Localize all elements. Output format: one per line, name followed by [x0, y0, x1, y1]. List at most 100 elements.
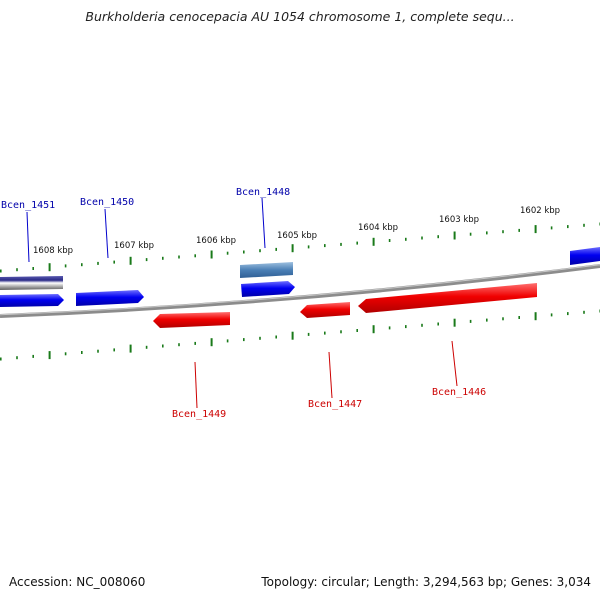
scale-tick — [437, 322, 439, 326]
gene-arrow-bcen-1448-band[interactable] — [240, 262, 293, 278]
scale-tick — [372, 325, 375, 334]
map-title: Burkholderia cenocepacia AU 1054 chromos… — [85, 9, 515, 24]
scale-labels: 1608 kbp 1607 kbp 1606 kbp 1605 kbp 1604… — [33, 206, 560, 256]
scale-tick — [226, 339, 229, 343]
scale-tick — [210, 250, 213, 259]
scale-tick — [194, 254, 196, 258]
scale-tick — [291, 244, 294, 253]
scale-label: 1602 kbp — [520, 206, 560, 216]
scale-label: 1607 kbp — [114, 241, 154, 251]
leader-bcen-1448 — [261, 197, 266, 249]
scale-tick — [194, 341, 196, 345]
scale-tick — [210, 338, 213, 347]
leader-bcen-1450 — [104, 208, 109, 259]
scale-tick — [97, 261, 99, 265]
gene-label-bcen-1447[interactable]: Bcen_1447 — [308, 399, 362, 410]
scale-tick — [469, 232, 472, 236]
gene-label-bcen-1450[interactable]: Bcen_1450 — [80, 197, 134, 208]
scale-tick — [259, 336, 261, 340]
scale-tick — [64, 264, 67, 268]
scale-tick — [534, 225, 537, 234]
scale-tick — [469, 319, 472, 323]
scale-tick — [356, 329, 358, 332]
scale-tick — [583, 310, 585, 314]
gene-label-bcen-1446[interactable]: Bcen_1446 — [432, 387, 486, 398]
scale-label: 1606 kbp — [196, 236, 236, 246]
scale-tick — [32, 354, 34, 358]
gene-label-bcen-1448[interactable]: Bcen_1448 — [236, 187, 290, 198]
scale-tick — [32, 267, 34, 270]
scale-tick — [486, 231, 488, 235]
scale-tick — [421, 236, 423, 240]
gene-arrow-bcen-1446[interactable] — [358, 283, 537, 313]
scale-tick — [372, 237, 375, 246]
scale-tick — [129, 344, 132, 353]
scale-tick — [340, 242, 342, 246]
gene-labels: Bcen_1451 Bcen_1450 Bcen_1448 Bcen_1449 … — [1, 187, 486, 420]
scale-tick — [48, 263, 51, 272]
gene-arrow-bcen-1448[interactable] — [241, 281, 295, 297]
scale-tick — [388, 326, 391, 330]
gene-arrow-right-edge[interactable] — [570, 247, 600, 265]
forward-genes — [0, 247, 600, 307]
scale-tick — [113, 348, 115, 352]
topology-summary: Topology: circular; Length: 3,294,563 bp… — [261, 575, 591, 589]
scale-tick — [518, 316, 520, 319]
scale-tick — [226, 251, 229, 255]
scale-tick — [486, 318, 488, 322]
gene-arrow-bcen-1451[interactable] — [0, 294, 64, 307]
label-leaders — [26, 197, 458, 409]
scale-tick — [583, 223, 585, 227]
scale-tick — [145, 258, 148, 262]
scale-tick — [145, 345, 148, 349]
scale-tick — [97, 349, 99, 353]
scale-tick — [162, 256, 164, 260]
scale-tick — [518, 228, 520, 232]
gene-label-bcen-1449[interactable]: Bcen_1449 — [172, 409, 226, 420]
scale-tick — [550, 313, 553, 317]
scale-tick — [534, 312, 537, 321]
scale-tick — [16, 268, 18, 272]
scale-tick — [16, 356, 18, 360]
scale-tick — [129, 256, 132, 265]
reverse-genes — [153, 283, 537, 328]
scale-tick — [113, 260, 115, 264]
scale-tick — [567, 312, 569, 316]
scale-tick — [243, 250, 245, 254]
scale-label: 1604 kbp — [358, 223, 398, 233]
gene-arrow-bcen-1447[interactable] — [300, 302, 350, 318]
scale-tick — [502, 317, 504, 321]
scale-tick — [81, 351, 83, 354]
scale-tick — [405, 325, 407, 329]
scale-tick — [567, 225, 569, 229]
gene-label-bcen-1451[interactable]: Bcen_1451 — [1, 200, 55, 211]
scale-tick — [307, 245, 310, 249]
scale-label: 1603 kbp — [439, 215, 479, 225]
scale-tick — [324, 331, 326, 335]
leader-bcen-1449 — [194, 361, 198, 409]
scale-tick — [550, 226, 553, 230]
scale-label: 1608 kbp — [33, 246, 73, 256]
scale-tick — [81, 263, 83, 267]
gene-arrow-bcen-1449[interactable] — [153, 312, 230, 328]
gene-arrow-bcen-1451-band[interactable] — [0, 276, 63, 290]
scale-tick — [356, 241, 358, 245]
chromosome-backbone-highlight — [0, 264, 600, 316]
scale-tick — [0, 357, 2, 361]
scale-tick — [162, 344, 164, 348]
scale-tick — [324, 244, 326, 248]
scale-tick — [421, 323, 423, 327]
leader-bcen-1446 — [451, 340, 458, 387]
scale-tick — [453, 231, 456, 240]
scale-tick — [291, 331, 294, 340]
gene-arrow-bcen-1450[interactable] — [76, 290, 144, 306]
scale-tick — [405, 237, 407, 241]
scale-tick — [453, 318, 456, 327]
accession-text: Accession: NC_008060 — [9, 575, 146, 589]
scale-tick — [275, 335, 277, 339]
leader-bcen-1447 — [328, 351, 333, 399]
scale-tick — [178, 255, 180, 259]
scale-tick — [388, 239, 391, 242]
scale-tick — [64, 352, 67, 356]
scale-tick — [259, 249, 261, 253]
